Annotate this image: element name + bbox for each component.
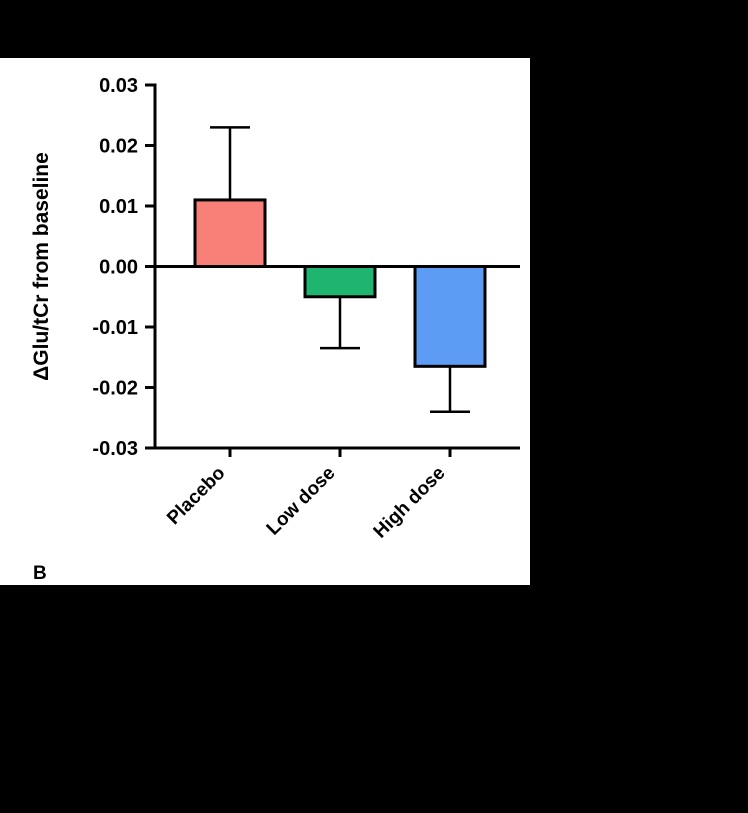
bar (303, 265, 377, 299)
y-axis-title: ΔGlu/tCr from baseline (30, 152, 53, 381)
bar (413, 265, 487, 368)
y-tick-label: -0.02 (92, 378, 138, 400)
y-tick-label: -0.03 (92, 438, 138, 460)
bar-chart: 0.03 0.02 0.01 0.00 -0.01 -0.02 -0.03 Placebo Lo… (30, 75, 520, 543)
y-tick-label: -0.01 (92, 317, 138, 339)
y-tick-label: 0.00 (99, 257, 138, 279)
x-category-label: High dose (370, 463, 450, 543)
y-tick-label: 0.03 (99, 75, 138, 97)
y-tick-label: 0.02 (99, 136, 138, 158)
figure-panel: 0.03 0.02 0.01 0.00 -0.01 -0.02 -0.03 Placebo Lo… (0, 58, 530, 585)
x-category-label: Low dose (263, 463, 340, 540)
bar (193, 198, 267, 268)
y-tick-label: 0.01 (99, 196, 138, 218)
panel-label: B (33, 563, 47, 584)
x-category-label: Placebo (163, 463, 229, 529)
